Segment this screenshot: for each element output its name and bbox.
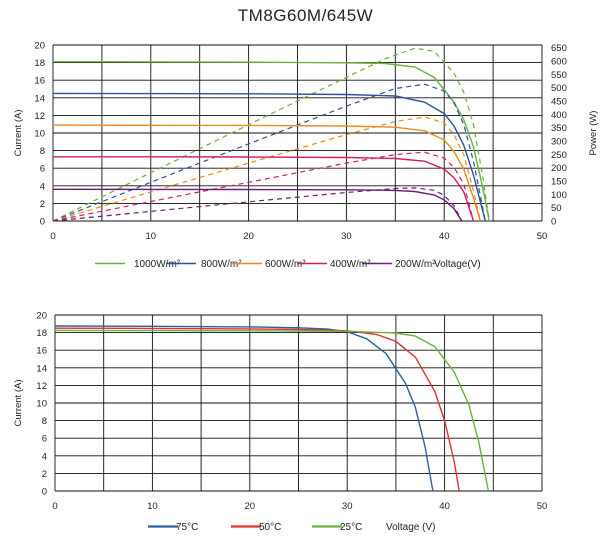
y-tick-label: 4 (42, 451, 47, 462)
x-tick-label: 50 (537, 231, 548, 242)
current-curve-50-c (54, 327, 460, 492)
y-tick-label: 10 (34, 129, 45, 140)
x-tick-label: 30 (342, 501, 353, 512)
current-curve-400w-m (53, 156, 475, 222)
legend-label-1000w-m: 1000W/m² (134, 259, 181, 270)
x-tick-label: 0 (50, 231, 55, 242)
x-tick-label: 10 (147, 501, 158, 512)
y-tick-label: 4 (40, 181, 45, 192)
current-curve-75-c (54, 325, 434, 492)
y-tick-label: 16 (36, 346, 47, 357)
iv-temperature-chart: 0 10 20 30 40 50 0 2 4 6 8 10 12 14 16 18 20 Current (A) 7… (13, 311, 547, 534)
y2-tick-label: 50 (551, 203, 562, 214)
legend-label-200w-m: 200W/m² (395, 259, 436, 270)
y2-tick-label: 550 (551, 70, 567, 81)
x-tick-label: 0 (52, 501, 57, 512)
x-tick-label: 20 (243, 231, 254, 242)
legend-label-400w-m: 400W/m² (330, 259, 371, 270)
power-curve-1000w-m (52, 47, 490, 222)
y2-tick-label: 350 (551, 123, 567, 134)
x-axis-label: Voltage(V) (434, 259, 481, 270)
y-tick-label: 14 (34, 93, 45, 104)
x-axis-label: Voltage (V) (386, 522, 435, 533)
y2-tick-label: 600 (551, 57, 567, 68)
x-tick-label: 10 (146, 231, 157, 242)
x-tick-label: 40 (439, 501, 450, 512)
y2-tick-label: 250 (551, 150, 567, 161)
y-tick-label: 16 (34, 76, 45, 87)
y2-axis-label: Power (W) (588, 111, 599, 156)
legend-label-25-c: 25°C (340, 522, 362, 533)
y-tick-label: 18 (36, 328, 47, 339)
y-tick-label: 20 (34, 41, 45, 52)
y-tick-label: 18 (34, 58, 45, 69)
y-tick-label: 2 (42, 469, 47, 480)
current-curve-1000w-m (52, 61, 490, 222)
chart-title: TM8G60M/645W (237, 6, 374, 25)
y2-tick-label: 500 (551, 83, 567, 94)
power-curve-400w-m (52, 151, 475, 222)
current-curve-600w-m (52, 124, 482, 222)
legend-label-50-c: 50°C (259, 522, 281, 533)
y-tick-label: 2 (40, 199, 45, 210)
y2-tick-label: 400 (551, 110, 567, 121)
y-tick-label: 8 (40, 146, 45, 157)
y-tick-label: 10 (36, 399, 47, 410)
legend-label-600w-m: 600W/m² (265, 259, 306, 270)
current-curve-25-c (54, 329, 490, 492)
y-tick-label: 6 (40, 164, 45, 175)
y-tick-label: 12 (36, 381, 47, 392)
y-tick-label: 12 (34, 111, 45, 122)
x-tick-label: 30 (341, 231, 352, 242)
y-tick-label: 8 (42, 416, 47, 427)
x-tick-label: 20 (245, 501, 256, 512)
power-curve-200w-m (52, 187, 463, 222)
y2-tick-label: 300 (551, 137, 567, 148)
y2-tick-label: 100 (551, 190, 567, 201)
legend-label-75-c: 75°C (176, 522, 198, 533)
y-axis-label: Current (A) (13, 380, 24, 427)
y2-tick-label: 450 (551, 97, 567, 108)
y-tick-label: 20 (36, 311, 47, 322)
legend-label-800w-m: 800W/m² (201, 259, 242, 270)
current-curve-200w-m (52, 188, 463, 222)
y-tick-label: 6 (42, 434, 47, 445)
x-tick-label: 50 (537, 501, 548, 512)
y-axis-label: Current (A) (13, 110, 24, 157)
y2-tick-label: 200 (551, 163, 567, 174)
y-tick-label: 14 (36, 363, 47, 374)
y2-tick-label: 150 (551, 177, 567, 188)
y2-tick-label: 0 (551, 217, 556, 228)
y-tick-label: 0 (42, 487, 47, 498)
current-curve-800w-m (52, 92, 486, 222)
y-tick-label: 0 (40, 217, 45, 228)
x-tick-label: 40 (439, 231, 450, 242)
y2-tick-label: 650 (551, 43, 567, 54)
